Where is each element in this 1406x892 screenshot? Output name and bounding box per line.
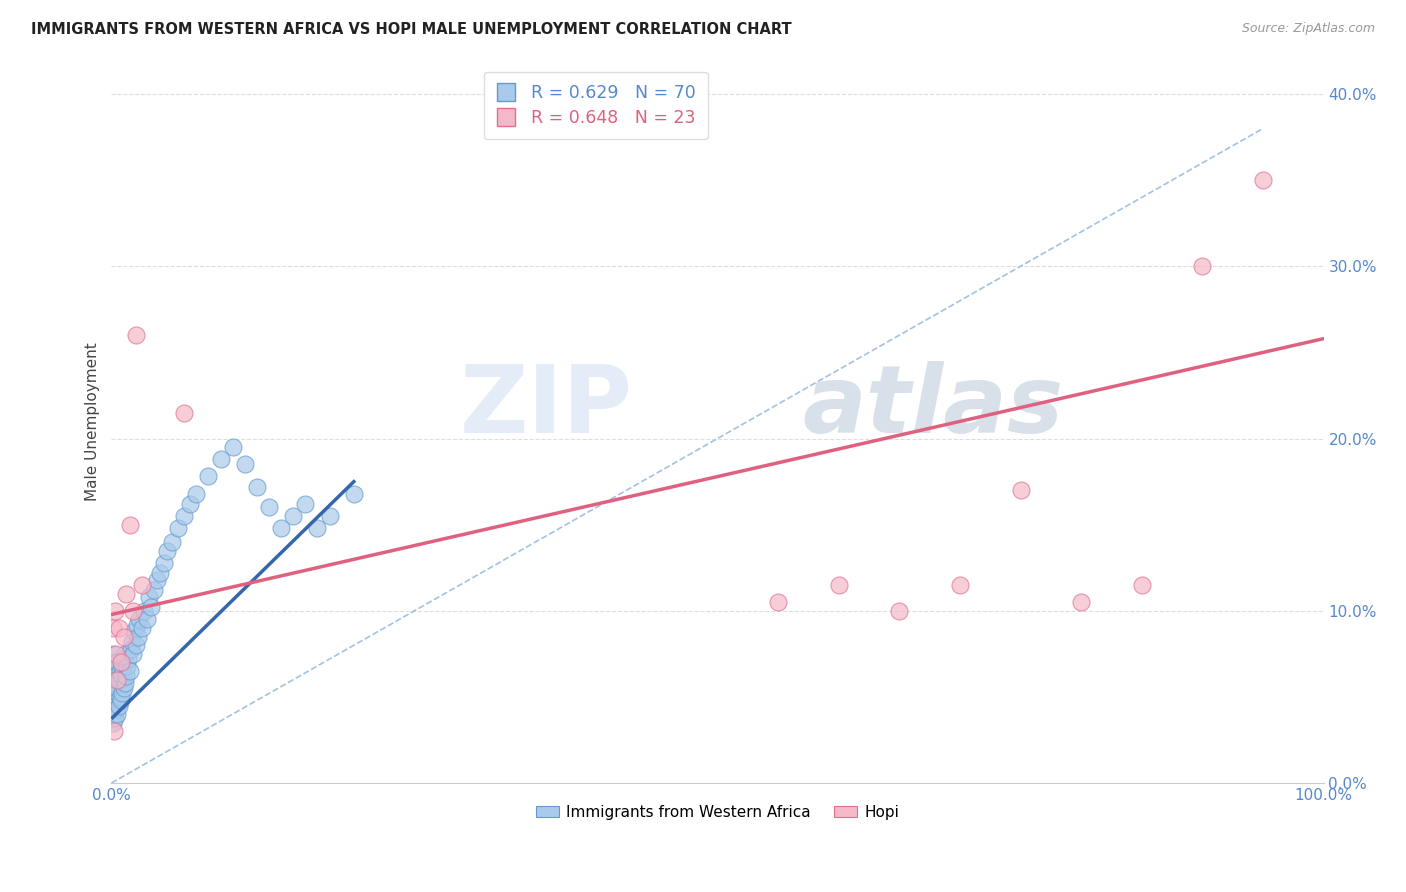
Point — [124, 638, 146, 652]
Point — [114, 647, 136, 661]
Point — [107, 673, 129, 687]
Point — [124, 624, 146, 639]
Point — [307, 521, 329, 535]
Point — [122, 604, 145, 618]
Point — [134, 604, 156, 618]
Point — [270, 521, 292, 535]
Text: ZIP: ZIP — [460, 361, 633, 453]
Point — [115, 659, 138, 673]
Point — [173, 406, 195, 420]
Point — [283, 509, 305, 524]
Point — [149, 566, 172, 580]
Point — [343, 486, 366, 500]
Point — [1070, 595, 1092, 609]
Point — [107, 673, 129, 687]
Point — [135, 612, 157, 626]
Point — [186, 486, 208, 500]
Point — [1191, 260, 1213, 274]
Point — [105, 647, 128, 661]
Y-axis label: Male Unemployment: Male Unemployment — [86, 342, 100, 500]
Point — [115, 669, 138, 683]
Point — [138, 590, 160, 604]
Point — [209, 452, 232, 467]
Point — [294, 497, 316, 511]
Point — [828, 578, 851, 592]
Point — [107, 621, 129, 635]
Point — [160, 535, 183, 549]
Point — [1251, 173, 1274, 187]
Point — [127, 630, 149, 644]
Point — [104, 710, 127, 724]
Point — [125, 617, 148, 632]
Text: Source: ZipAtlas.com: Source: ZipAtlas.com — [1241, 22, 1375, 36]
Point — [104, 676, 127, 690]
Point — [104, 693, 127, 707]
Point — [114, 676, 136, 690]
Point — [112, 681, 135, 696]
Point — [122, 647, 145, 661]
Text: atlas: atlas — [803, 361, 1063, 453]
Point — [103, 707, 125, 722]
Point — [103, 690, 125, 704]
Point — [179, 497, 201, 511]
Point — [1130, 578, 1153, 592]
Point — [197, 469, 219, 483]
Point — [110, 693, 132, 707]
Point — [121, 635, 143, 649]
Point — [118, 517, 141, 532]
Point — [107, 656, 129, 670]
Point — [104, 604, 127, 618]
Point — [889, 604, 911, 618]
Point — [105, 667, 128, 681]
Point — [110, 667, 132, 681]
Point — [104, 659, 127, 673]
Point — [112, 652, 135, 666]
Point — [101, 698, 124, 713]
Legend: Immigrants from Western Africa, Hopi: Immigrants from Western Africa, Hopi — [530, 799, 905, 826]
Point — [141, 600, 163, 615]
Point — [101, 664, 124, 678]
Point — [152, 556, 174, 570]
Point — [156, 543, 179, 558]
Point — [131, 621, 153, 635]
Point — [108, 664, 131, 678]
Point — [105, 702, 128, 716]
Point — [107, 698, 129, 713]
Point — [111, 659, 134, 673]
Point — [766, 595, 789, 609]
Point — [107, 707, 129, 722]
Point — [107, 681, 129, 696]
Point — [103, 673, 125, 687]
Point — [257, 500, 280, 515]
Point — [173, 509, 195, 524]
Point — [117, 652, 139, 666]
Point — [120, 641, 142, 656]
Point — [142, 583, 165, 598]
Point — [105, 685, 128, 699]
Point — [949, 578, 972, 592]
Point — [1010, 483, 1032, 498]
Point — [128, 612, 150, 626]
Point — [318, 509, 340, 524]
Point — [112, 630, 135, 644]
Point — [118, 664, 141, 678]
Point — [101, 647, 124, 661]
Point — [103, 656, 125, 670]
Point — [167, 521, 190, 535]
Point — [246, 480, 269, 494]
Point — [124, 328, 146, 343]
Point — [233, 458, 256, 472]
Point — [101, 621, 124, 635]
Point — [115, 586, 138, 600]
Point — [101, 681, 124, 696]
Point — [131, 578, 153, 592]
Point — [101, 715, 124, 730]
Point — [111, 686, 134, 700]
Point — [103, 724, 125, 739]
Point — [146, 573, 169, 587]
Point — [221, 440, 243, 454]
Point — [110, 656, 132, 670]
Point — [108, 690, 131, 704]
Text: IMMIGRANTS FROM WESTERN AFRICA VS HOPI MALE UNEMPLOYMENT CORRELATION CHART: IMMIGRANTS FROM WESTERN AFRICA VS HOPI M… — [31, 22, 792, 37]
